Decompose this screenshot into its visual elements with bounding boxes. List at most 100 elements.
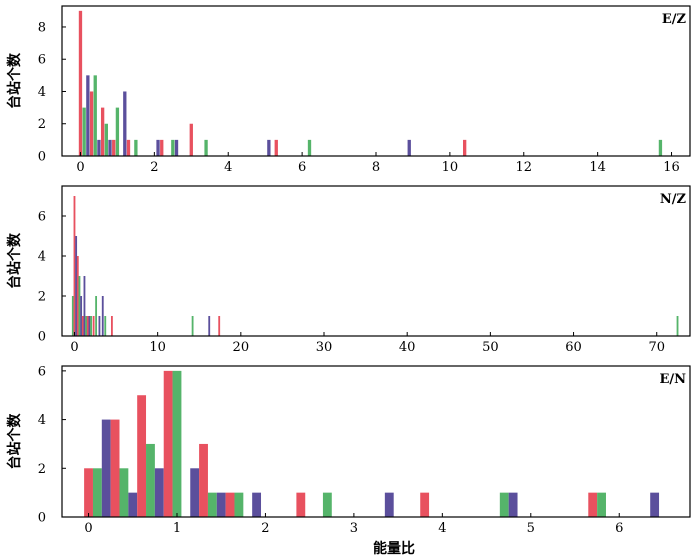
y-axis-label: 台站个数 bbox=[6, 413, 23, 470]
x-tick-label: 40 bbox=[399, 340, 416, 355]
plot-frame bbox=[61, 365, 691, 518]
x-tick-label: 1 bbox=[173, 521, 181, 536]
y-tick-label: 0 bbox=[38, 330, 46, 345]
x-tick-label: 14 bbox=[589, 160, 606, 175]
histogram-bar bbox=[463, 139, 467, 156]
histogram-bar bbox=[73, 196, 76, 336]
histogram-bar bbox=[137, 395, 147, 517]
panel-n-z: 0 10 20 30 40 50 60 70 0 2 4 6 N/Z 台站个数 bbox=[6, 185, 691, 355]
histogram-bar bbox=[146, 443, 155, 517]
y-axis-label: 台站个数 bbox=[6, 232, 23, 289]
y-tick-label: 0 bbox=[38, 511, 46, 526]
x-tick-label: 4 bbox=[224, 160, 232, 175]
y-tick-label: 0 bbox=[38, 150, 46, 165]
x-tick-label: 16 bbox=[663, 160, 680, 175]
histogram-bar bbox=[97, 139, 101, 156]
histogram-bar bbox=[92, 468, 102, 517]
histogram-bar bbox=[296, 492, 306, 517]
histogram-bar bbox=[234, 492, 244, 517]
histogram-bar bbox=[112, 139, 116, 156]
histogram-bar bbox=[156, 139, 160, 156]
histogram-bar bbox=[191, 316, 194, 336]
histogram-bar bbox=[93, 75, 97, 156]
histogram-bar bbox=[252, 492, 262, 517]
histogram-bar bbox=[78, 276, 81, 336]
histogram-bar bbox=[104, 316, 107, 336]
x-tick-label: 50 bbox=[482, 340, 499, 355]
histogram-bar bbox=[86, 75, 90, 156]
histogram-bar bbox=[508, 492, 518, 517]
x-tick-label: 2 bbox=[150, 160, 158, 175]
histogram-bar bbox=[98, 316, 101, 336]
x-tick-label: 6 bbox=[615, 521, 623, 536]
x-axis-label: 能量比 bbox=[373, 540, 415, 557]
histogram-bar bbox=[110, 419, 120, 517]
histogram-bar bbox=[82, 107, 86, 156]
histogram-bar bbox=[115, 107, 120, 156]
histogram-bar bbox=[84, 468, 93, 517]
histogram-bar bbox=[81, 316, 84, 336]
histogram-bar bbox=[499, 492, 509, 517]
y-tick-label: 4 bbox=[38, 250, 46, 265]
x-tick-label: 12 bbox=[515, 160, 532, 175]
histogram-bar bbox=[676, 316, 679, 336]
x-tick-label: 0 bbox=[70, 340, 78, 355]
histogram-bar bbox=[89, 91, 94, 156]
y-tick-label: 2 bbox=[38, 117, 46, 132]
histogram-bar bbox=[216, 492, 226, 517]
y-tick-label: 6 bbox=[38, 53, 46, 68]
histogram-bar bbox=[83, 276, 86, 336]
histogram-bar bbox=[78, 10, 83, 157]
panel-e-n: 0 1 2 3 4 5 6 0 2 4 6 E/N 台站个数 bbox=[6, 364, 691, 536]
y-tick-label: 6 bbox=[38, 210, 46, 225]
histogram-bar bbox=[101, 419, 111, 517]
histogram-bar bbox=[650, 492, 660, 517]
y-tick-label: 2 bbox=[38, 290, 46, 305]
histogram-bar bbox=[204, 139, 208, 156]
histogram-bar bbox=[172, 370, 182, 517]
plot-frame bbox=[61, 185, 691, 337]
y-axis-label: 台站个数 bbox=[6, 52, 23, 109]
histogram-bar bbox=[322, 492, 332, 517]
x-tick-label: 6 bbox=[298, 160, 306, 175]
histogram-bar bbox=[119, 468, 129, 517]
y-tick-label: 8 bbox=[38, 20, 46, 35]
x-tick-label: 70 bbox=[648, 340, 665, 355]
histogram-bar bbox=[71, 296, 74, 336]
histogram-bar bbox=[75, 236, 78, 336]
histogram-bar bbox=[384, 492, 394, 517]
x-tick-label: 30 bbox=[316, 340, 333, 355]
histogram-bar bbox=[218, 316, 221, 336]
x-tick-label: 0 bbox=[84, 521, 92, 536]
histogram-bar bbox=[225, 492, 235, 517]
histogram-bar bbox=[207, 492, 217, 517]
x-tick-label: 3 bbox=[350, 521, 358, 536]
panel-tag: E/Z bbox=[662, 12, 687, 27]
histogram-bar bbox=[208, 316, 211, 336]
histogram-bar bbox=[88, 316, 91, 336]
y-tick-label: 2 bbox=[38, 462, 46, 477]
histogram-bar bbox=[85, 316, 88, 336]
histogram-bar bbox=[80, 296, 83, 336]
plot-frame bbox=[61, 5, 691, 157]
histogram-bar bbox=[171, 139, 175, 156]
histogram-bar bbox=[267, 139, 271, 156]
y-tick-label: 6 bbox=[38, 364, 46, 379]
histogram-bar bbox=[189, 123, 193, 156]
x-tick-label: 60 bbox=[565, 340, 582, 355]
histogram-bar bbox=[128, 492, 138, 517]
histogram-bar bbox=[100, 107, 105, 156]
y-tick-label: 4 bbox=[38, 413, 46, 428]
x-tick-label: 10 bbox=[149, 340, 166, 355]
x-tick-label: 10 bbox=[442, 160, 459, 175]
histogram-bar bbox=[101, 296, 104, 336]
x-tick-label: 8 bbox=[372, 160, 380, 175]
histogram-bar bbox=[407, 139, 411, 156]
x-tick-label: 4 bbox=[438, 521, 446, 536]
histogram-bar bbox=[108, 139, 112, 156]
x-tick-label: 2 bbox=[261, 521, 269, 536]
histogram-bar bbox=[134, 139, 138, 156]
histogram-bar bbox=[274, 139, 278, 156]
histogram-bar bbox=[174, 139, 179, 156]
